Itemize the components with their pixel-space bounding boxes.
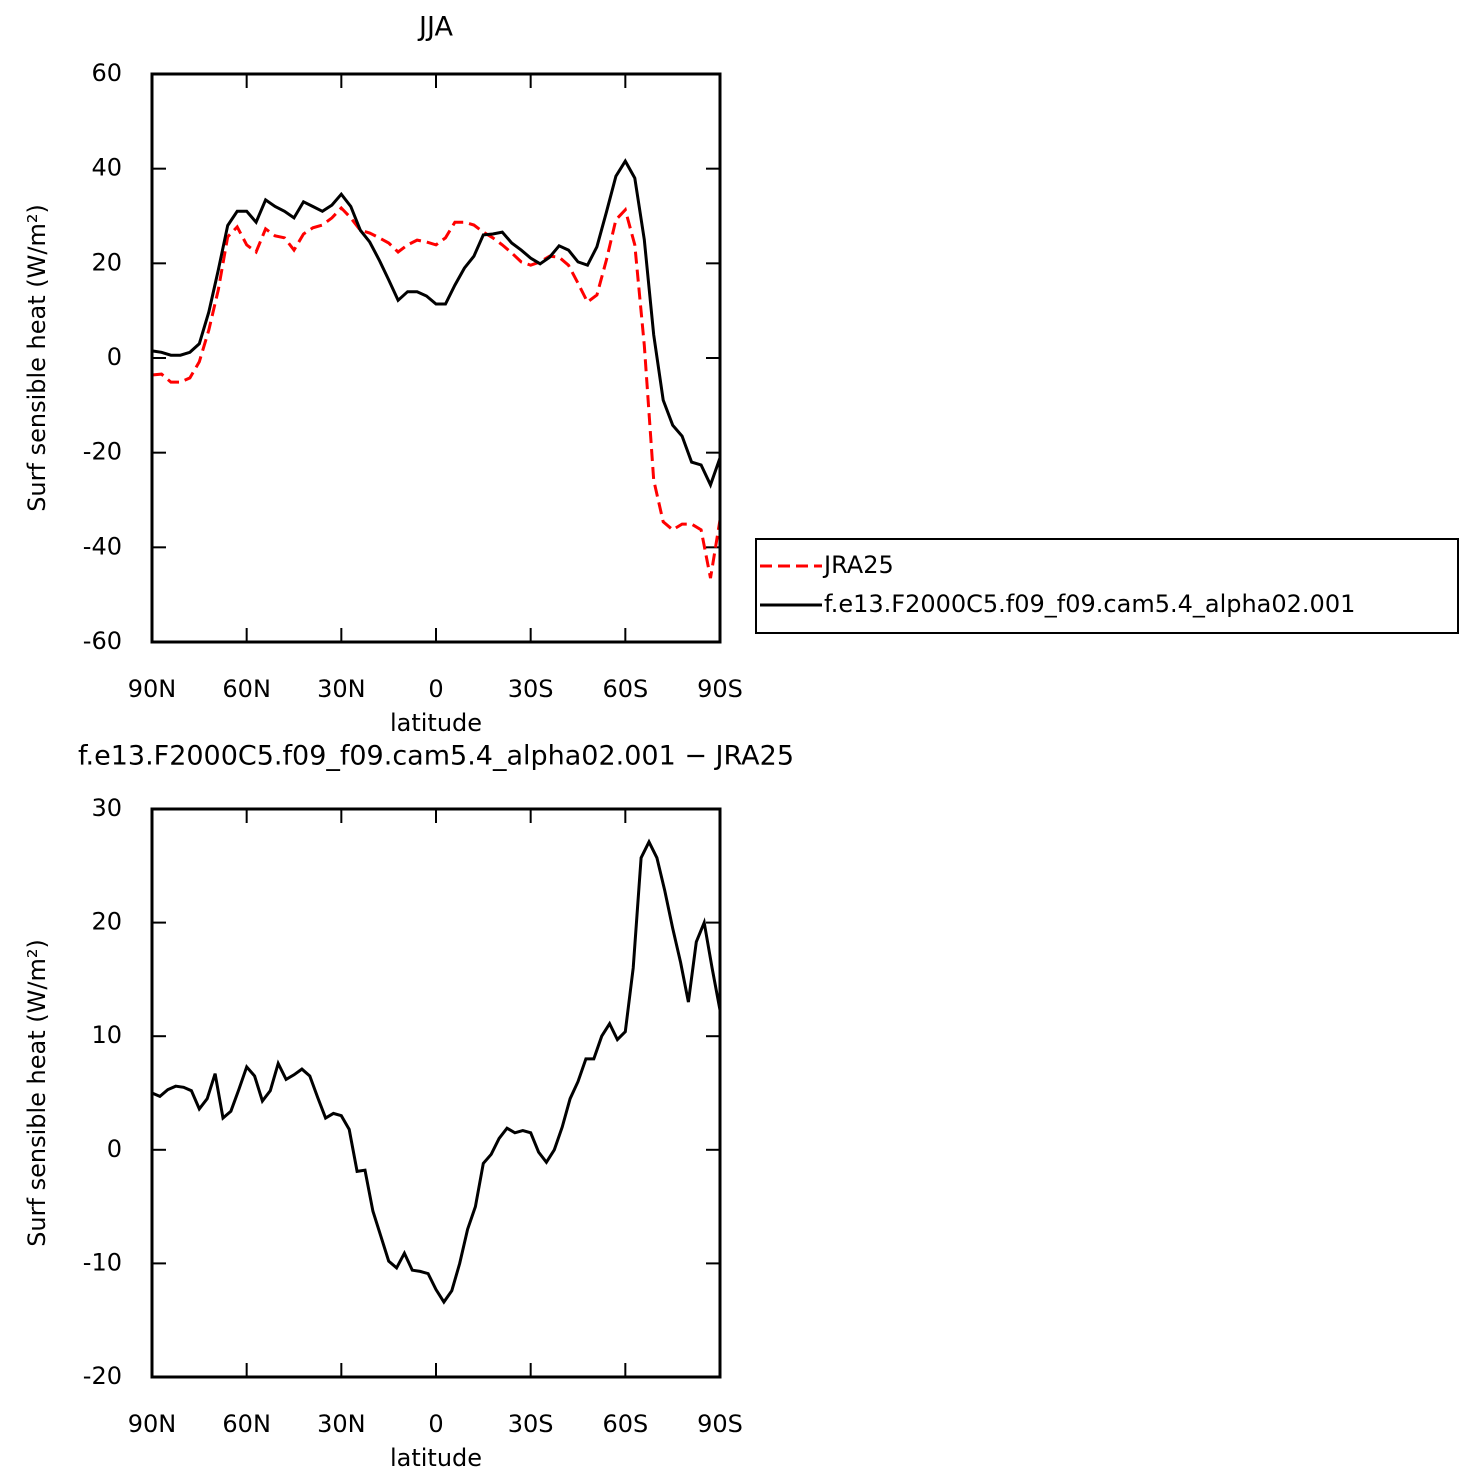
data-line xyxy=(151,158,722,489)
x-tick-label: 90S xyxy=(697,675,743,703)
y-tick-label: 0 xyxy=(107,1135,122,1163)
y-tick-label: -20 xyxy=(83,1362,122,1390)
y-axis-label: Surf sensible heat (W/m²) xyxy=(23,204,51,512)
x-tick-label: 90S xyxy=(697,1410,743,1438)
x-tick-label: 30S xyxy=(508,1410,554,1438)
x-tick-label: 30N xyxy=(317,675,366,703)
y-tick-label: 60 xyxy=(91,59,122,87)
data-line xyxy=(151,838,722,1305)
x-tick-label: 0 xyxy=(428,675,443,703)
plot-frame xyxy=(150,72,722,644)
y-tick-label: -10 xyxy=(83,1248,122,1276)
y-tick-label: 20 xyxy=(91,248,122,276)
x-axis-label: latitude xyxy=(390,709,482,737)
x-tick-label: 60S xyxy=(602,675,648,703)
y-tick-label: -20 xyxy=(83,438,122,466)
legend-label: f.e13.F2000C5.f09_f09.cam5.4_alpha02.001 xyxy=(824,590,1355,618)
y-tick-label: 30 xyxy=(91,794,122,822)
y-tick-label: 20 xyxy=(91,908,122,936)
y-axis-label: Surf sensible heat (W/m²) xyxy=(23,939,51,1247)
chart-title: f.e13.F2000C5.f09_f09.cam5.4_alpha02.001… xyxy=(78,741,794,772)
y-tick-label: 10 xyxy=(91,1021,122,1049)
x-tick-label: 60N xyxy=(222,675,271,703)
y-tick-label: 0 xyxy=(107,343,122,371)
data-line xyxy=(151,205,722,579)
x-tick-label: 30N xyxy=(317,1410,366,1438)
x-axis-label: latitude xyxy=(390,1444,482,1472)
y-tick-label: -60 xyxy=(83,627,122,655)
x-tick-label: 90N xyxy=(128,675,177,703)
y-tick-label: -40 xyxy=(83,532,122,560)
x-tick-label: 90N xyxy=(128,1410,177,1438)
x-tick-label: 30S xyxy=(508,675,554,703)
x-tick-label: 0 xyxy=(428,1410,443,1438)
legend-box xyxy=(755,538,1459,634)
x-tick-label: 60N xyxy=(222,1410,271,1438)
legend-label: JRA25 xyxy=(822,551,894,579)
plot-frame xyxy=(150,807,722,1379)
y-tick-label: 40 xyxy=(91,154,122,182)
chart-title: JJA xyxy=(417,12,453,43)
x-tick-label: 60S xyxy=(602,1410,648,1438)
